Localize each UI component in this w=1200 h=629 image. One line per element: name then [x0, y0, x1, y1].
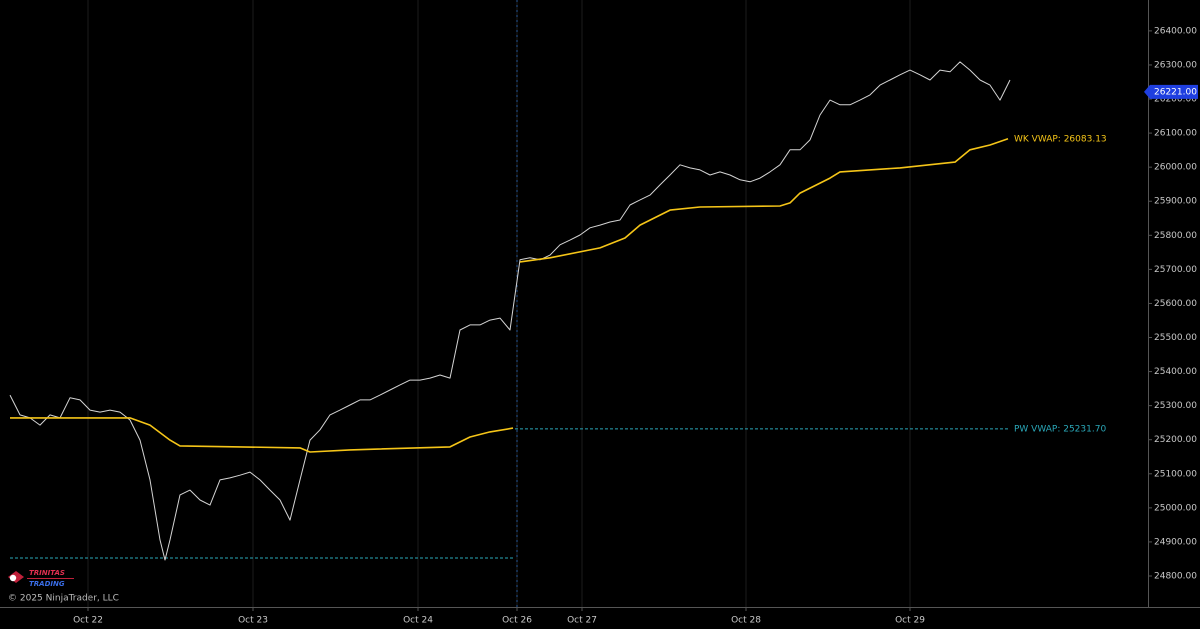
x-tick-label: Oct 27 — [567, 616, 597, 626]
y-tick-label: 26100.00 — [1154, 129, 1197, 139]
x-tick-label: Oct 28 — [731, 616, 761, 626]
y-tick-label: 25100.00 — [1154, 469, 1197, 479]
y-tick-label: 25700.00 — [1154, 265, 1197, 275]
y-tick-label: 25600.00 — [1154, 299, 1197, 309]
y-tick-label: 26300.00 — [1154, 60, 1197, 70]
reference-label: PW VWAP: 25231.70 — [1014, 424, 1106, 434]
logo: TRINITAS TRADING — [8, 569, 74, 588]
price-marker — [1144, 84, 1198, 99]
y-tick-label: 24900.00 — [1154, 537, 1197, 547]
y-tick-label: 26200.00 — [1154, 95, 1197, 105]
y-tick-label: 25000.00 — [1154, 503, 1197, 513]
x-tick-label: Oct 24 — [403, 616, 433, 626]
y-tick-label: 25800.00 — [1154, 231, 1197, 241]
price-line — [9, 61, 1011, 561]
y-tick-label: 25400.00 — [1154, 367, 1197, 377]
y-tick-label: 26000.00 — [1154, 163, 1197, 173]
logo-icon — [9, 574, 17, 582]
y-tick-label: 25200.00 — [1154, 435, 1197, 445]
x-tick-label: Oct 22 — [73, 616, 103, 626]
series-label: WK VWAP: 26083.13 — [1014, 134, 1107, 144]
y-tick-label: 24800.00 — [1154, 571, 1197, 581]
y-tick-label: 25300.00 — [1154, 401, 1197, 411]
logo-text: TRADING — [29, 580, 65, 588]
y-tick-label: 25900.00 — [1154, 197, 1197, 207]
y-tick-label: 25500.00 — [1154, 333, 1197, 343]
x-tick-label: Oct 29 — [895, 616, 925, 626]
x-tick-label: Oct 23 — [238, 616, 268, 626]
y-tick-label: 26400.00 — [1154, 26, 1197, 36]
vwap-line — [10, 138, 1009, 453]
price-marker-label: 26221.00 — [1154, 87, 1197, 97]
logo-text: TRINITAS — [29, 569, 65, 577]
copyright: © 2025 NinjaTrader, LLC — [8, 594, 119, 604]
x-tick-label: Oct 26 — [502, 616, 532, 626]
